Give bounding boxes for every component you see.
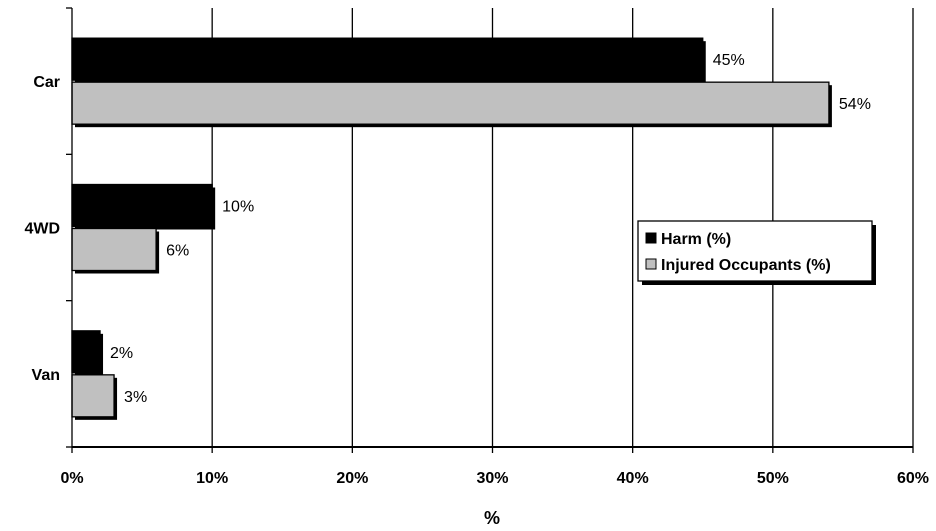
axes bbox=[66, 7, 914, 453]
category-label: Van bbox=[32, 367, 60, 384]
data-label: 3% bbox=[124, 389, 147, 406]
data-label: 10% bbox=[222, 199, 254, 216]
x-tick-label: 60% bbox=[897, 470, 929, 487]
data-label: 6% bbox=[166, 243, 189, 260]
legend-label: Injured Occupants (%) bbox=[661, 257, 831, 274]
data-label: 54% bbox=[839, 96, 871, 113]
x-tick-labels: 0% 10% 20% 30% 40% 50% 60% bbox=[60, 470, 929, 487]
bar bbox=[71, 81, 830, 125]
x-axis-title: % bbox=[484, 508, 500, 528]
legend-swatch bbox=[645, 258, 657, 270]
category-label: 4WD bbox=[24, 221, 60, 238]
legend-label: Harm (%) bbox=[661, 231, 731, 248]
category-label: Car bbox=[33, 74, 60, 91]
x-tick-label: 20% bbox=[336, 470, 368, 487]
x-tick-label: 40% bbox=[617, 470, 649, 487]
category-labels: Car 4WD Van bbox=[24, 74, 60, 384]
x-tick-label: 0% bbox=[60, 470, 83, 487]
bar bbox=[71, 183, 213, 228]
bar bbox=[71, 374, 115, 418]
data-label: 2% bbox=[110, 345, 133, 362]
x-tick-label: 10% bbox=[196, 470, 228, 487]
legend-swatch bbox=[645, 232, 657, 244]
legend-box bbox=[637, 220, 873, 282]
bars bbox=[71, 37, 832, 420]
legend: Harm (%) Injured Occupants (%) bbox=[637, 220, 876, 285]
bar bbox=[71, 37, 704, 81]
bar bbox=[71, 227, 157, 272]
data-labels: 45% 54% 10% 6% 2% 3% bbox=[110, 52, 871, 406]
data-label: 45% bbox=[713, 52, 745, 69]
x-tick-label: 50% bbox=[757, 470, 789, 487]
x-tick-label: 30% bbox=[476, 470, 508, 487]
bar bbox=[71, 330, 101, 374]
